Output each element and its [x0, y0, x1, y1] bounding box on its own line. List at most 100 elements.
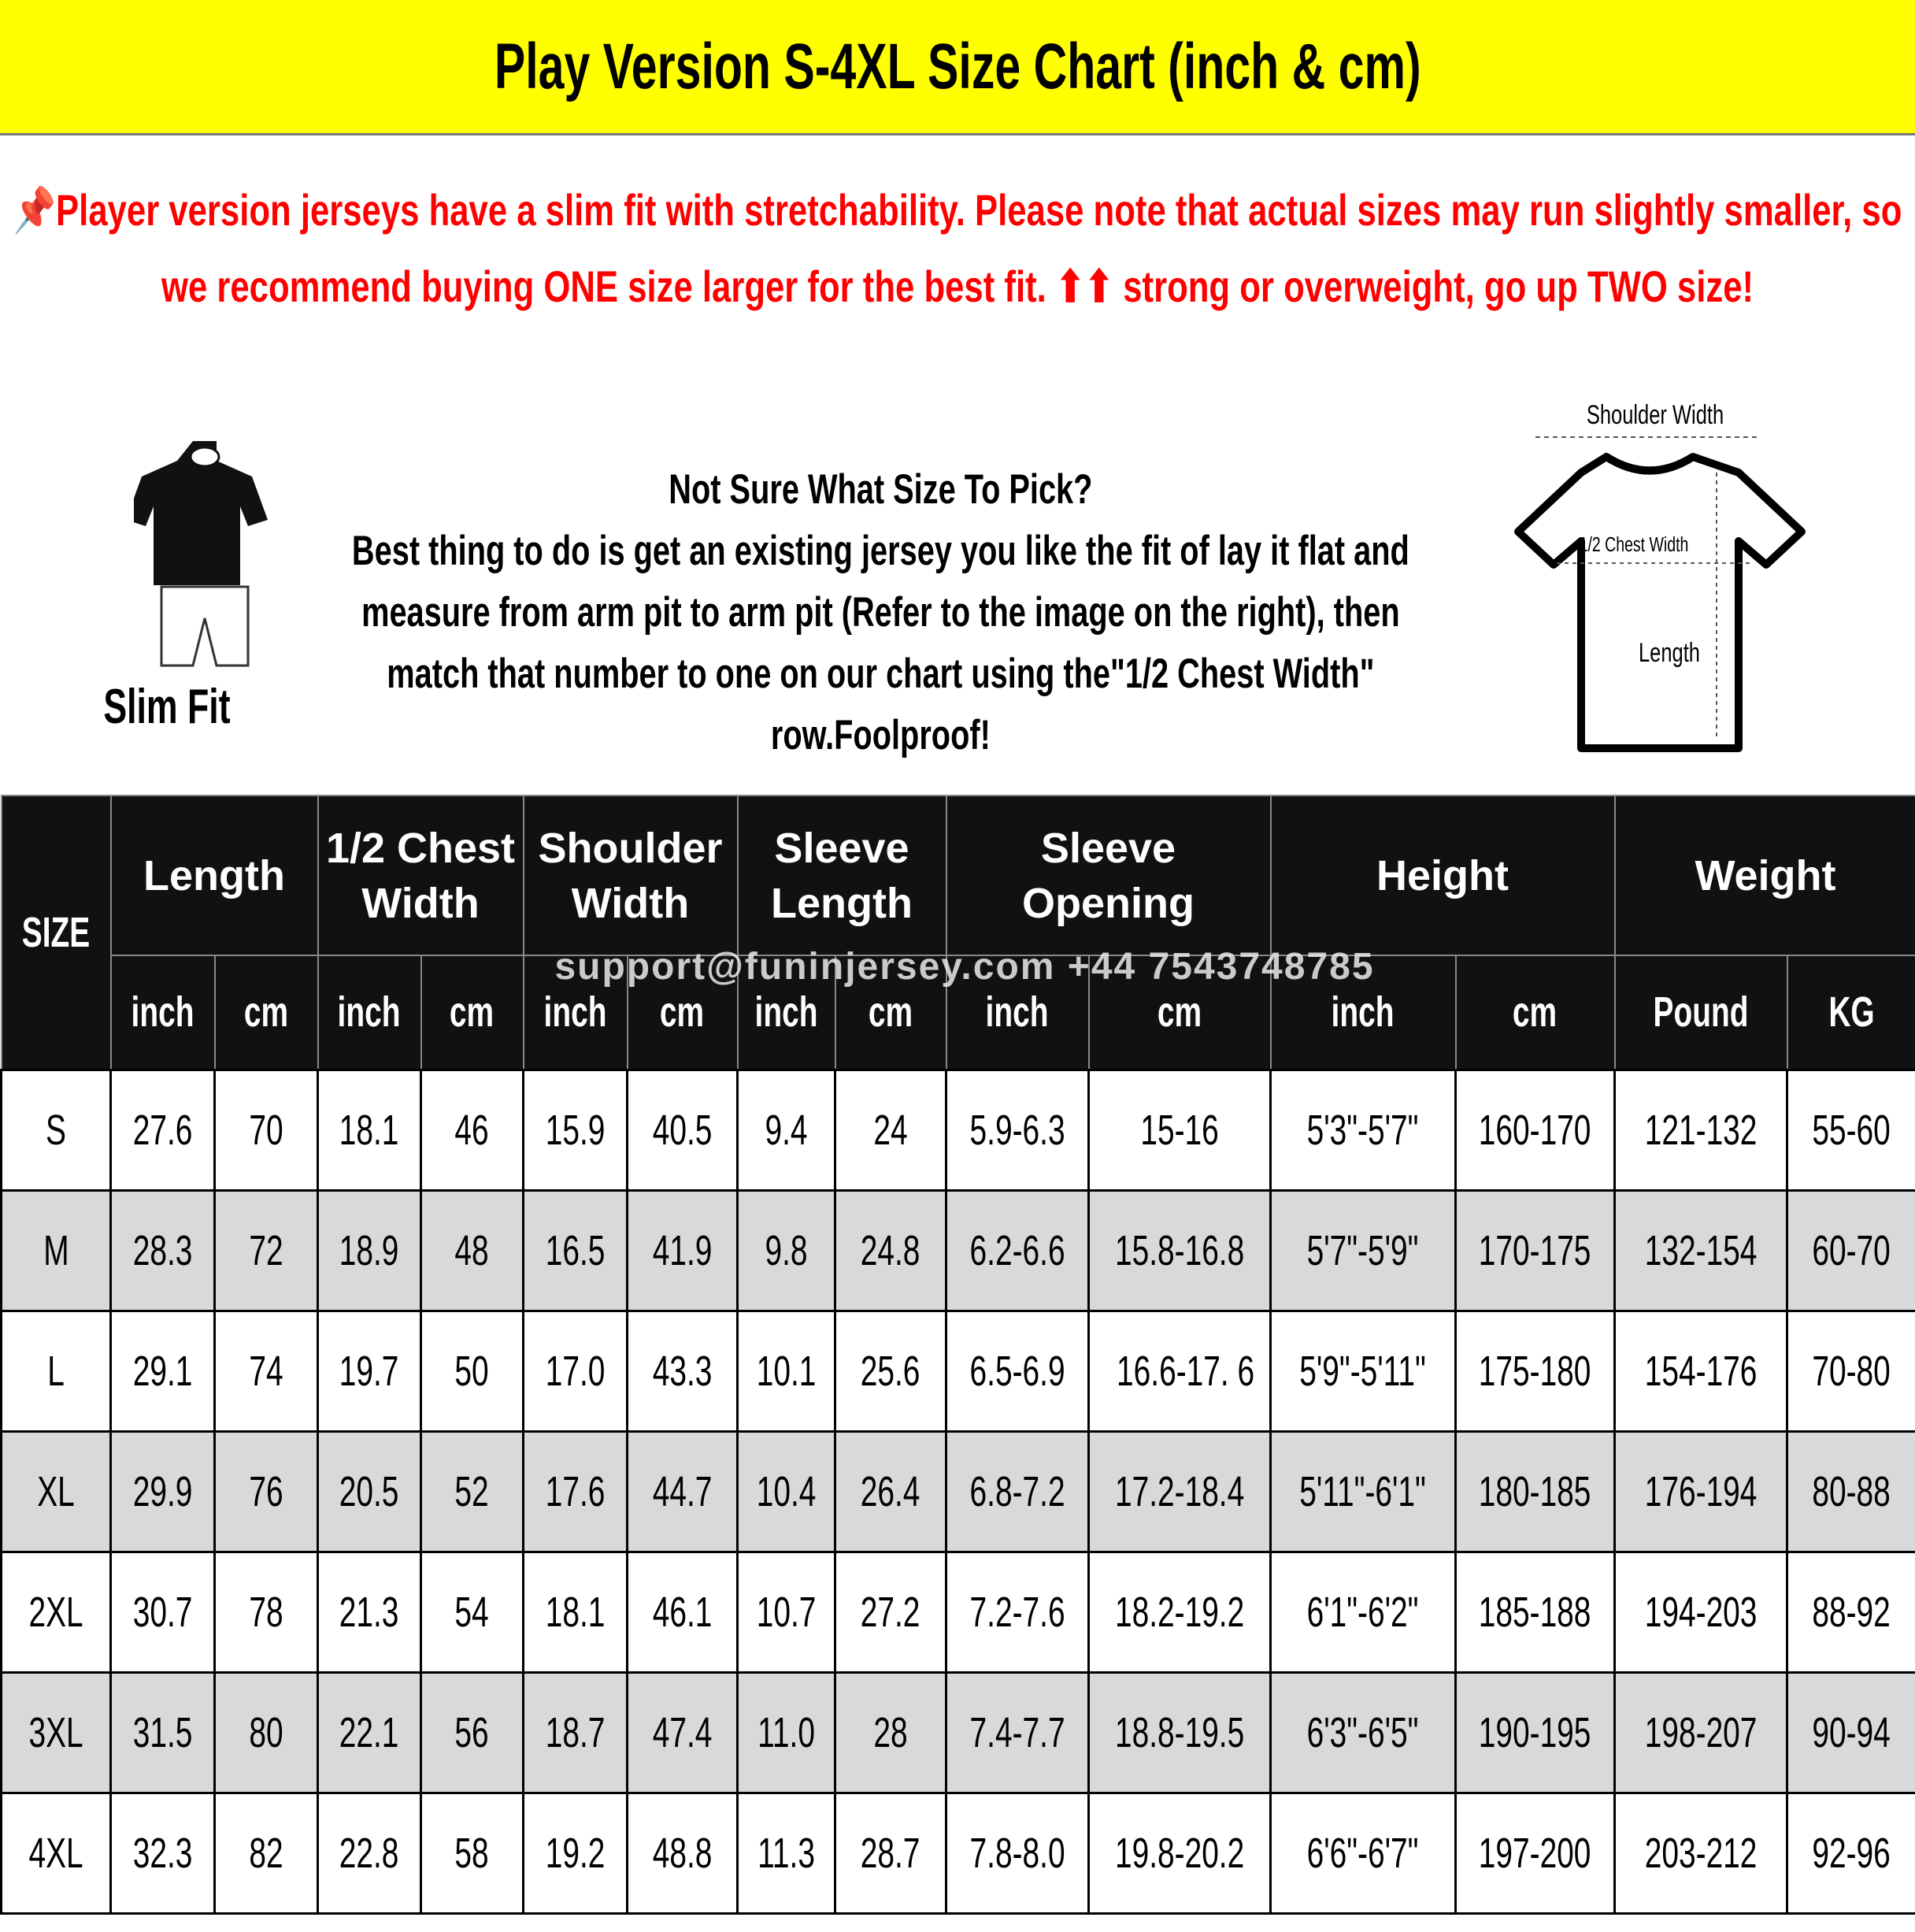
cell: 5.9-6.3 — [945, 1068, 1090, 1192]
unit-header: inch — [736, 955, 836, 1070]
cell-text: 15.8-16.8 — [1114, 1226, 1245, 1274]
cell-text: 197-200 — [1479, 1829, 1591, 1877]
unit-header-text: cm — [243, 988, 289, 1036]
unit-header: inch — [1269, 955, 1457, 1070]
cell-text: 10.4 — [756, 1467, 817, 1515]
cell: 27.6 — [109, 1068, 216, 1192]
cell: 19.2 — [522, 1791, 628, 1915]
unit-header: cm — [1454, 955, 1616, 1070]
cell-text: 190-195 — [1479, 1708, 1591, 1756]
cell-text: 28.7 — [861, 1829, 920, 1877]
unit-header-text: cm — [1513, 988, 1558, 1036]
cell: 11.3 — [736, 1791, 836, 1915]
cell: 7.2-7.6 — [945, 1550, 1090, 1674]
unit-header-text: cm — [868, 988, 913, 1036]
cell-text: 54 — [454, 1588, 490, 1636]
cell: 5'3"-5'7" — [1269, 1068, 1457, 1192]
cell: 203-212 — [1613, 1791, 1788, 1915]
cell-text: 6'1"-6'2" — [1307, 1588, 1419, 1636]
cell: 56 — [420, 1671, 524, 1794]
cell-text: 10.7 — [756, 1588, 817, 1636]
cell: 88-92 — [1785, 1550, 1915, 1674]
cell-text: 11.0 — [757, 1708, 815, 1756]
cell-text: 6.2-6.6 — [969, 1226, 1065, 1274]
cell: 20.5 — [317, 1430, 422, 1553]
cell: 5'9"-5'11" — [1269, 1309, 1457, 1433]
cell: 55-60 — [1785, 1068, 1915, 1192]
cell-text: 55-60 — [1812, 1106, 1891, 1154]
cell: 78 — [213, 1550, 319, 1674]
unit-header: inch — [317, 955, 422, 1070]
notice-text: 📌Player version jerseys have a slim fit … — [13, 185, 1902, 311]
cell-text: 82 — [249, 1829, 283, 1877]
group-header: Sleeve Length — [736, 795, 947, 956]
size-row: S 27.6 70 18.1 46 15.9 40.5 9.4 24 5.9-6.3 15-16 5'… — [0, 1068, 1915, 1192]
guide-heading: Not Sure What Size To Pick? — [669, 466, 1093, 513]
cell-text: 6.5-6.9 — [969, 1347, 1065, 1395]
cell: 50 — [420, 1309, 524, 1433]
guide-body: Best thing to do is get an existing jers… — [351, 528, 1409, 758]
size-row: 2XL 30.7 78 21.3 54 18.1 46.1 10.7 27.2 7.2-7.6 18… — [0, 1550, 1915, 1674]
cell-text: 70-80 — [1812, 1347, 1891, 1395]
unit-header-text: inch — [986, 988, 1049, 1036]
cell: 18.7 — [522, 1671, 628, 1794]
cell: 41.9 — [626, 1188, 739, 1312]
length-label: Length — [1639, 639, 1700, 668]
cell: 46 — [420, 1068, 524, 1192]
cell-text: 74 — [249, 1347, 283, 1395]
unit-header: cm — [420, 955, 524, 1070]
cell: 17.6 — [522, 1430, 628, 1553]
cell-text: 46 — [454, 1106, 490, 1154]
cell-text: 17.2-18.4 — [1114, 1467, 1245, 1515]
cell: 92-96 — [1785, 1791, 1915, 1915]
cell-text: 32.3 — [132, 1829, 193, 1877]
size-row: XL 29.9 76 20.5 52 17.6 44.7 10.4 26.4 6.8-7.2 17.… — [0, 1430, 1915, 1553]
unit-header-text: cm — [450, 988, 494, 1036]
cell-text: 26.4 — [861, 1467, 920, 1515]
cell: 11.0 — [736, 1671, 836, 1794]
cell: 21.3 — [317, 1550, 422, 1674]
cell: 24.8 — [834, 1188, 947, 1312]
cell-text: 18.8-19.5 — [1114, 1708, 1245, 1756]
cell: 194-203 — [1613, 1550, 1788, 1674]
cell: 25.6 — [834, 1309, 947, 1433]
cell-text: 17.6 — [545, 1467, 606, 1515]
cell: 22.1 — [317, 1671, 422, 1794]
cell-text: 41.9 — [652, 1226, 713, 1274]
cell: 47.4 — [626, 1671, 739, 1794]
cell: 5'11"-6'1" — [1269, 1430, 1457, 1553]
group-header: Sleeve Opening — [945, 795, 1272, 956]
cell-text: 175-180 — [1479, 1347, 1591, 1395]
cell-text: 50 — [454, 1347, 490, 1395]
cell: M — [0, 1188, 112, 1312]
cell-text: 154-176 — [1644, 1347, 1758, 1395]
cell-text: 2XL — [28, 1588, 83, 1636]
title: Play Version S-4XL Size Chart (inch & cm… — [494, 30, 1421, 102]
cell: 198-207 — [1613, 1671, 1788, 1794]
cell-text: 11.3 — [757, 1829, 815, 1877]
cell: 190-195 — [1454, 1671, 1616, 1794]
group-header-text: Sleeve Length — [771, 824, 913, 927]
size-row: L 29.1 74 19.7 50 17.0 43.3 10.1 25.6 6.5-6.9 16.6… — [0, 1309, 1915, 1433]
cell: 30.7 — [109, 1550, 216, 1674]
unit-header-text: Pound — [1653, 988, 1749, 1036]
cell-text: 5'3"-5'7" — [1307, 1106, 1419, 1154]
cell-text: 46.1 — [652, 1588, 713, 1636]
cell: 15.9 — [522, 1068, 628, 1192]
group-header-text: Sleeve Opening — [1022, 824, 1195, 927]
cell-text: S — [46, 1106, 66, 1154]
cell: 24 — [834, 1068, 947, 1192]
cell: 180-185 — [1454, 1430, 1616, 1553]
cell: 154-176 — [1613, 1309, 1788, 1433]
cell-text: 24 — [873, 1106, 908, 1154]
group-header: Weight — [1613, 795, 1915, 956]
cell-text: 48.8 — [652, 1829, 713, 1877]
unit-header: cm — [1087, 955, 1272, 1070]
cell: 46.1 — [626, 1550, 739, 1674]
cell: 31.5 — [109, 1671, 216, 1794]
cell: S — [0, 1068, 112, 1192]
cell: XL — [0, 1430, 112, 1553]
cell-text: 6'6"-6'7" — [1307, 1829, 1419, 1877]
guide-text: Not Sure What Size To Pick? Best thing to… — [351, 459, 1410, 766]
cell-text: 6'3"-6'5" — [1307, 1708, 1419, 1756]
